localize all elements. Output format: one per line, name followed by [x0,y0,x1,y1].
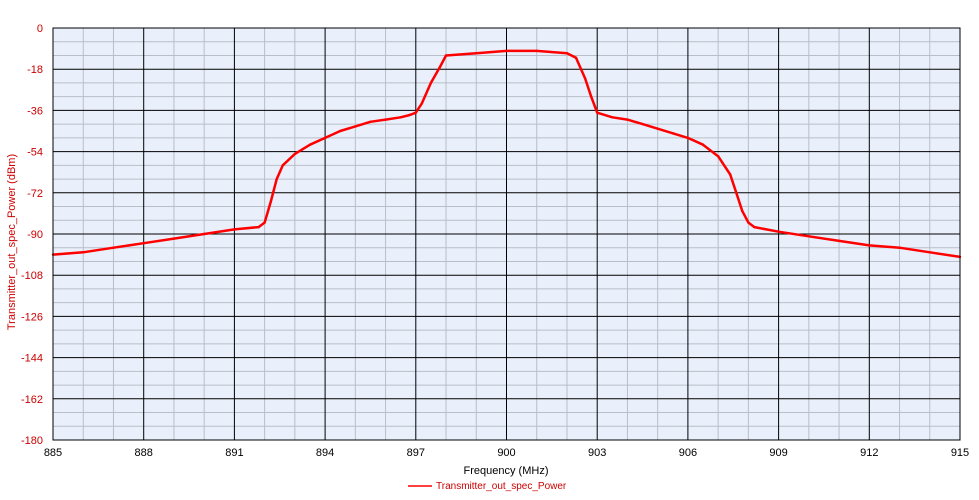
data-point [626,118,629,121]
data-point [438,65,442,69]
data-point [281,164,284,167]
data-point [589,95,593,98]
y-tick-label: -108 [21,270,43,282]
x-tick-label: 903 [588,447,606,459]
y-tick-label: 0 [37,23,43,35]
data-point [308,143,312,146]
data-point [257,225,260,229]
data-point [671,132,674,135]
data-point [172,237,176,240]
data-point [399,116,402,119]
x-tick-label: 906 [679,447,697,459]
data-point [565,51,569,55]
data-point [807,235,811,238]
data-point [583,77,587,80]
data-point [753,225,756,229]
legend: Transmitter_out_spec_Power [408,481,567,492]
plot-border [52,27,961,441]
data-point [275,177,278,181]
data-point [868,244,871,247]
data-point [384,118,387,121]
data-point [928,251,931,254]
data-point [323,136,327,140]
data-point [408,113,411,117]
data-point [574,56,578,59]
data-point [747,221,750,224]
tick-labels: 885 888 891 894 897 900 903 906 909 912 915 0 -18 -36… [21,23,969,459]
legend-label: Transmitter_out_spec_Power [436,481,567,492]
data-point [686,136,690,140]
y-tick-label: -36 [27,105,43,117]
grid-layer [52,27,961,441]
x-axis-label: Frequency (MHz) [464,465,549,477]
data-point [656,127,659,130]
x-tick-label: 915 [951,447,969,459]
x-tick-label: 888 [135,447,153,459]
data-point [716,154,720,158]
y-tick-label: -72 [27,188,43,200]
data-point [837,239,841,243]
x-tick-label: 891 [225,447,243,459]
data-point [741,209,744,213]
data-point [475,51,478,55]
data-point [369,120,372,124]
data-point [641,122,644,126]
data-point [420,102,424,105]
data-point [777,230,780,233]
y-axis-label: Transmitter_out_spec_Power (dBm) [6,154,18,330]
data-point [263,221,266,224]
data-point [112,246,115,249]
data-point [293,152,297,156]
data-point [735,191,738,194]
y-tick-label: -162 [21,394,43,406]
y-tick-label: -90 [27,229,43,241]
data-point [898,246,901,249]
x-tick-label: 912 [860,447,878,459]
data-point [142,241,145,245]
data-point [233,228,236,231]
x-tick-label: 894 [316,447,334,459]
y-tick-label: -18 [27,64,43,76]
data-point [82,251,85,254]
data-point [505,49,508,53]
data-point [701,143,705,146]
data-point [269,200,272,204]
data-point [339,129,342,133]
data-point [535,49,538,53]
data-point [429,81,433,85]
y-tick-label: -126 [21,311,43,323]
data-point [414,111,417,114]
y-tick-label: -54 [27,147,43,159]
x-tick-label: 909 [769,447,787,459]
data-point [596,111,599,114]
y-tick-label: -144 [21,353,43,365]
x-tick-label: 897 [407,447,425,459]
y-tick-label: -180 [21,435,43,447]
data-point [444,54,448,57]
x-tick-label: 885 [44,447,62,459]
data-point [202,232,206,236]
series-line-0 [52,49,961,259]
data-point [611,116,614,119]
data-point [354,125,357,128]
data-point [729,173,732,176]
series-layer [51,49,962,259]
x-tick-label: 900 [497,447,515,459]
